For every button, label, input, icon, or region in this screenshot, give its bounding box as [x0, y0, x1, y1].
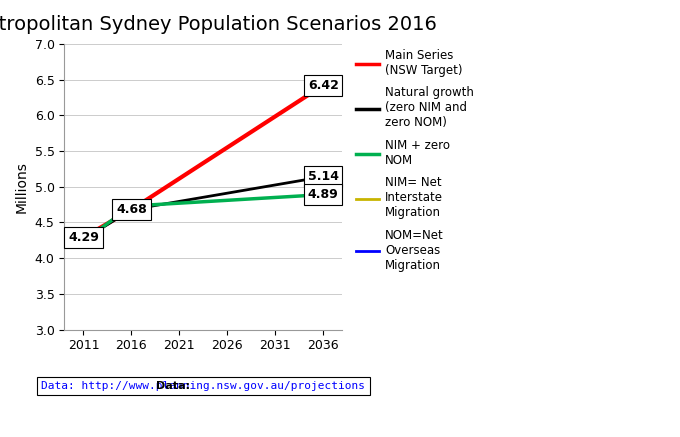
Text: 5.14: 5.14 [308, 170, 339, 183]
Legend: Main Series
(NSW Target), Natural growth
(zero NIM and
zero NOM), NIM + zero
NOM: Main Series (NSW Target), Natural growth… [351, 44, 479, 276]
Text: Data: http://www.planning.nsw.gov.au/projections: Data: http://www.planning.nsw.gov.au/pro… [41, 381, 365, 391]
Text: 4.89: 4.89 [308, 188, 339, 201]
Title: Metropolitan Sydney Population Scenarios 2016: Metropolitan Sydney Population Scenarios… [0, 15, 437, 34]
Text: 4.29: 4.29 [68, 231, 99, 244]
Text: 4.68: 4.68 [116, 203, 147, 216]
Text: Data:: Data: [156, 381, 194, 391]
Y-axis label: Millions: Millions [15, 161, 29, 213]
Text: 6.42: 6.42 [308, 79, 339, 92]
